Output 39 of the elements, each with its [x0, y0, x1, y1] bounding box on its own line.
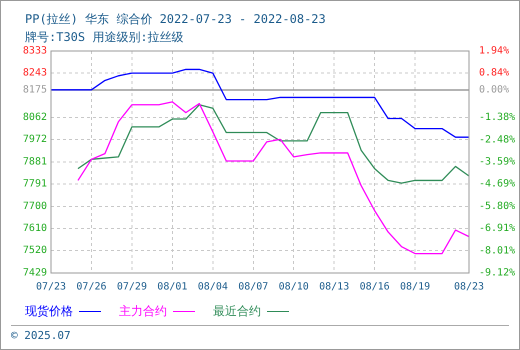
- y2-tick-label: -8.01%: [479, 245, 516, 256]
- y2-tick-label: -3.59%: [479, 156, 516, 168]
- chart-subtitle: 牌号:T30S 用途级别:拉丝级: [25, 29, 184, 46]
- x-tick-label: 08/13: [319, 282, 350, 293]
- y2-tick-label: -9.12%: [479, 268, 516, 279]
- x-tick-label: 07/26: [76, 282, 107, 293]
- text: © 2025.07: [11, 325, 509, 342]
- y2-tick-label: -2.48%: [479, 134, 516, 146]
- y-tick-label: 7700: [22, 201, 47, 212]
- x-tick-label: 08/10: [278, 282, 309, 293]
- y2-tick-label: -6.91%: [479, 223, 516, 234]
- y-tick-label: 7881: [22, 156, 47, 168]
- chart-title: PP(拉丝) 华东 综合价 2022-07-23 - 2022-08-23: [25, 11, 326, 28]
- y2-tick-label: 0.00%: [479, 84, 510, 96]
- y-tick-label: 8243: [22, 68, 47, 79]
- legend-label: 最近合约: [213, 304, 262, 318]
- y-tick-label: 7520: [22, 245, 47, 256]
- legend-label: 现货价格: [25, 304, 74, 318]
- x-tick-label: 08/04: [198, 282, 228, 293]
- y2-tick-label: 0.84%: [479, 68, 510, 79]
- y-tick-label: 7791: [22, 178, 47, 190]
- x-tick-label: 08/23: [454, 282, 484, 293]
- y2-tick-label: -4.69%: [479, 178, 516, 190]
- y2-tick-label: -1.38%: [479, 112, 516, 124]
- x-tick-label: 07/29: [116, 282, 147, 293]
- y-tick-label: 7429: [22, 268, 47, 279]
- y2-tick-label: 1.94%: [479, 46, 510, 57]
- legend-label: 主力合约: [119, 304, 168, 318]
- y-tick-label: 7972: [22, 134, 47, 146]
- x-tick-label: 08/07: [238, 282, 268, 293]
- y-tick-label: 7610: [22, 223, 47, 234]
- y-tick-label: 8333: [22, 46, 47, 57]
- y-tick-label: 8062: [22, 112, 47, 124]
- y2-tick-label: -5.80%: [479, 200, 516, 212]
- x-tick-label: 08/19: [400, 282, 430, 293]
- y-tick-label: 8175: [22, 84, 47, 96]
- x-tick-label: 08/16: [360, 282, 390, 293]
- x-tick-label: 08/01: [157, 282, 188, 293]
- x-tick-label: 07/23: [36, 282, 66, 293]
